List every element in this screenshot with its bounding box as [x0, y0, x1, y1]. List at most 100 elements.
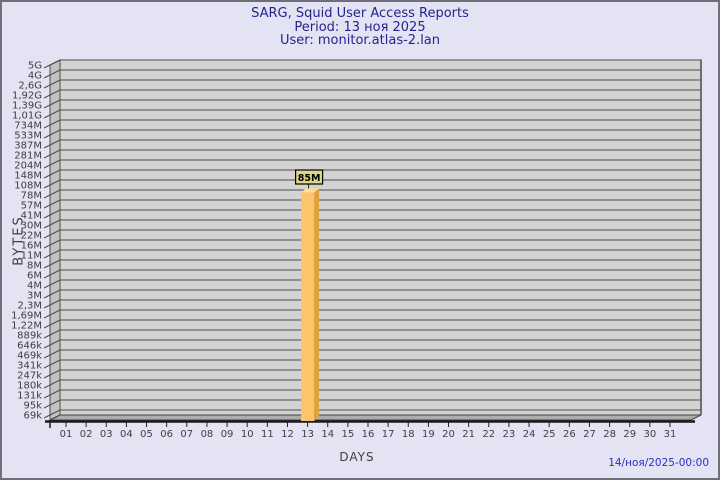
bar-side-face — [314, 188, 320, 421]
y-tick-label: 11M — [21, 251, 42, 262]
y-tick-label: 41M — [21, 211, 42, 222]
x-tick-label: 15 — [341, 429, 354, 440]
y-tick-label: 4G — [28, 71, 42, 82]
y-tick-label: 341k — [17, 361, 42, 372]
x-tick-label: 29 — [623, 429, 636, 440]
x-tick-label: 09 — [221, 429, 234, 440]
x-tick-label: 14 — [321, 429, 334, 440]
y-tick — [43, 69, 61, 79]
y-tick — [43, 299, 61, 309]
y-tick — [43, 169, 61, 179]
y-tick — [43, 349, 61, 359]
y-tick — [43, 289, 61, 299]
x-tick-label: 08 — [201, 429, 214, 440]
y-tick — [43, 339, 61, 349]
x-tick-label: 17 — [382, 429, 395, 440]
chart-user: User: monitor.atlas-2.lan — [279, 33, 441, 48]
y-tick — [43, 99, 61, 109]
y-tick — [43, 249, 61, 259]
y-tick — [43, 199, 61, 209]
x-tick-label: 31 — [664, 429, 677, 440]
x-tick-label: 05 — [140, 429, 153, 440]
y-tick — [43, 89, 61, 99]
y-tick-label: 5G — [28, 61, 42, 72]
x-tick-label: 13 — [301, 429, 314, 440]
y-tick-label: 387M — [14, 141, 42, 152]
y-tick — [43, 229, 61, 239]
x-tick-label: 04 — [120, 429, 133, 440]
y-tick-label: 4M — [27, 281, 42, 292]
y-tick — [43, 409, 61, 419]
y-tick — [43, 59, 61, 69]
y-tick-label: 108M — [14, 181, 42, 192]
x-tick-label: 22 — [482, 429, 495, 440]
x-tick-label: 25 — [543, 429, 556, 440]
y-tick-label: 131k — [17, 391, 42, 402]
chart-period: Period: 13 ноя 2025 — [294, 19, 426, 35]
x-tick-label: 30 — [643, 429, 656, 440]
y-tick-label: 281M — [14, 151, 42, 162]
y-tick-label: 533M — [14, 131, 42, 142]
y-tick-label: 1,92G — [12, 91, 42, 102]
y-tick-label: 78M — [21, 191, 42, 202]
y-tick-label: 1,22M — [11, 321, 42, 332]
bar-value-box — [294, 169, 324, 185]
x-tick-label: 26 — [563, 429, 576, 440]
y-tick-label: 646k — [17, 341, 42, 352]
x-tick-label: 03 — [100, 429, 113, 440]
y-tick-label: 1,01G — [12, 111, 42, 122]
y-tick — [43, 179, 61, 189]
y-tick — [43, 159, 61, 169]
y-tick — [43, 399, 61, 409]
y-tick — [43, 259, 61, 269]
y-tick — [43, 319, 61, 329]
y-tick-label: 16M — [21, 241, 42, 252]
y-tick-label: 8M — [27, 261, 42, 272]
x-tick-label: 01 — [60, 429, 73, 440]
report-timestamp: 14/ноя/2025-00:00 — [608, 457, 709, 469]
x-tick-label: 11 — [261, 429, 274, 440]
y-tick — [43, 209, 61, 219]
y-tick-label: 180k — [17, 381, 42, 392]
x-tick-label: 24 — [523, 429, 536, 440]
y-tick — [43, 219, 61, 229]
y-tick — [43, 359, 61, 369]
bar-value-label: 85M — [298, 173, 321, 184]
x-tick-label: 02 — [80, 429, 93, 440]
x-tick-label: 12 — [281, 429, 294, 440]
y-tick-label: 1,39G — [12, 101, 42, 112]
bar-top-face — [301, 188, 320, 193]
y-tick — [43, 379, 61, 389]
y-tick — [43, 269, 61, 279]
y-axis-title: BYTES — [11, 215, 27, 266]
x-tick-label: 06 — [160, 429, 173, 440]
y-tick-label: 2,6G — [18, 81, 42, 92]
y-tick — [43, 369, 61, 379]
x-tick-label: 21 — [462, 429, 475, 440]
x-tick-label: 19 — [422, 429, 435, 440]
y-tick-label: 1,69M — [11, 311, 42, 322]
x-tick-label: 10 — [241, 429, 254, 440]
y-tick-label: 247k — [17, 371, 42, 382]
axis-floor — [49, 414, 702, 421]
x-tick-label: 28 — [603, 429, 616, 440]
y-tick — [43, 389, 61, 399]
y-tick-label: 2,3M — [17, 301, 42, 312]
y-tick — [43, 309, 61, 319]
x-tick-label: 20 — [442, 429, 455, 440]
chart-title: SARG, Squid User Access Reports — [251, 6, 469, 21]
y-tick-label: 148M — [14, 171, 42, 182]
y-tick-label: 204M — [14, 161, 42, 172]
y-tick-label: 469k — [17, 351, 42, 362]
y-tick — [43, 109, 61, 119]
y-tick-label: 734M — [14, 121, 42, 132]
y-tick-label: 3M — [27, 291, 42, 302]
y-tick-label: 889k — [17, 331, 42, 342]
x-tick-label: 16 — [362, 429, 375, 440]
chart-title-block: SARG, Squid User Access Reports Period: 1… — [5, 7, 715, 61]
y-tick-label: 95k — [23, 401, 42, 412]
y-tick — [43, 329, 61, 339]
y-tick — [43, 119, 61, 129]
